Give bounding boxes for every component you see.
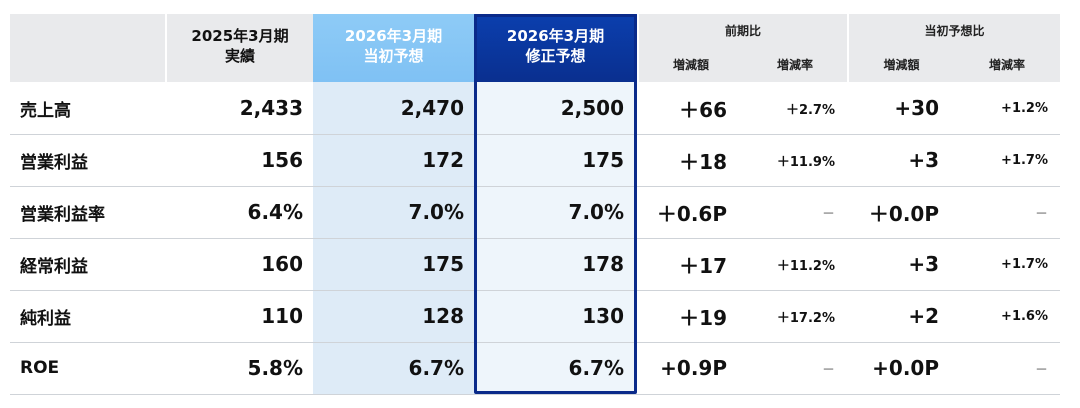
yoy-rate: －	[821, 206, 835, 222]
actual-value: 6.4%	[247, 200, 303, 224]
header-band-actual	[167, 14, 313, 82]
row-divider	[10, 134, 1060, 135]
header-band-label	[10, 14, 165, 82]
vs-initial-rate: +1.6%	[1001, 308, 1048, 324]
revised-value: 6.7%	[568, 356, 624, 380]
header-yoy-rate: 増減率	[776, 58, 813, 72]
yoy-amount: ＋19	[679, 305, 727, 330]
initial-value: 172	[422, 148, 464, 172]
header-band-revised	[474, 14, 637, 82]
header-band-vs-initial	[849, 14, 1060, 82]
revised-column-frame	[474, 14, 637, 394]
revised-value: 7.0%	[568, 200, 624, 224]
header-initial: 2026年3月期 当初予想	[344, 27, 443, 65]
vs-initial-rate: +1.2%	[1001, 100, 1048, 116]
vs-initial-amount: +3	[908, 148, 939, 172]
row-label: 経常利益	[20, 256, 88, 277]
actual-value: 2,433	[239, 96, 303, 120]
initial-value: 128	[422, 304, 464, 328]
yoy-amount: ＋66	[679, 97, 727, 122]
row-divider	[10, 238, 1060, 239]
row-label: 営業利益率	[20, 204, 105, 225]
yoy-amount: +0.9P	[660, 356, 727, 380]
yoy-rate: －	[821, 362, 835, 378]
header-revised: 2026年3月期 修正予想	[506, 27, 605, 65]
actual-value: 156	[261, 148, 303, 172]
vs-initial-amount: +30	[894, 96, 939, 120]
actual-value: 160	[261, 252, 303, 276]
yoy-rate: ＋2.7%	[785, 102, 835, 118]
vs-initial-rate: +1.7%	[1001, 152, 1048, 168]
yoy-rate: ＋11.2%	[776, 258, 835, 274]
header-vs-rate: 増減率	[988, 58, 1025, 72]
header-band-initial	[313, 14, 474, 82]
row-label: 売上高	[20, 100, 71, 121]
initial-value: 6.7%	[408, 356, 464, 380]
vs-initial-amount: +0.0P	[872, 356, 939, 380]
header-yoy-amount: 増減額	[672, 58, 709, 72]
actual-value: 5.8%	[247, 356, 303, 380]
header-band-yoy	[639, 14, 847, 82]
vs-initial-rate: －	[1034, 362, 1048, 378]
initial-value: 7.0%	[408, 200, 464, 224]
row-divider	[10, 394, 1060, 395]
initial-value: 175	[422, 252, 464, 276]
vs-initial-amount: ＋0.0P	[868, 201, 939, 226]
row-divider	[10, 342, 1060, 343]
vs-initial-rate: －	[1034, 206, 1048, 222]
yoy-rate: ＋11.9%	[776, 154, 835, 170]
header-vs-amount: 増減額	[883, 58, 920, 72]
vs-initial-rate: +1.7%	[1001, 256, 1048, 272]
row-label: 純利益	[20, 308, 71, 329]
yoy-amount: ＋18	[679, 149, 727, 174]
forecast-table: 2025年3月期 実績 2026年3月期 当初予想 2026年3月期 修正予想 …	[10, 14, 1060, 395]
yoy-amount: ＋17	[679, 253, 727, 278]
actual-value: 110	[261, 304, 303, 328]
header-vs-initial-group: 当初予想比	[924, 24, 985, 38]
header-actual: 2025年3月期 実績	[191, 27, 289, 65]
row-label: 営業利益	[20, 152, 88, 173]
row-divider	[10, 186, 1060, 187]
header-yoy-group: 前期比	[724, 24, 761, 38]
yoy-amount: ＋0.6P	[656, 201, 727, 226]
vs-initial-amount: +3	[908, 252, 939, 276]
yoy-rate: ＋17.2%	[776, 310, 835, 326]
revised-value: 130	[582, 304, 624, 328]
revised-value: 178	[582, 252, 624, 276]
revised-value: 175	[582, 148, 624, 172]
vs-initial-amount: +2	[908, 304, 939, 328]
row-divider	[10, 290, 1060, 291]
initial-value: 2,470	[400, 96, 464, 120]
revised-value: 2,500	[560, 96, 624, 120]
row-label: ROE	[20, 358, 60, 378]
